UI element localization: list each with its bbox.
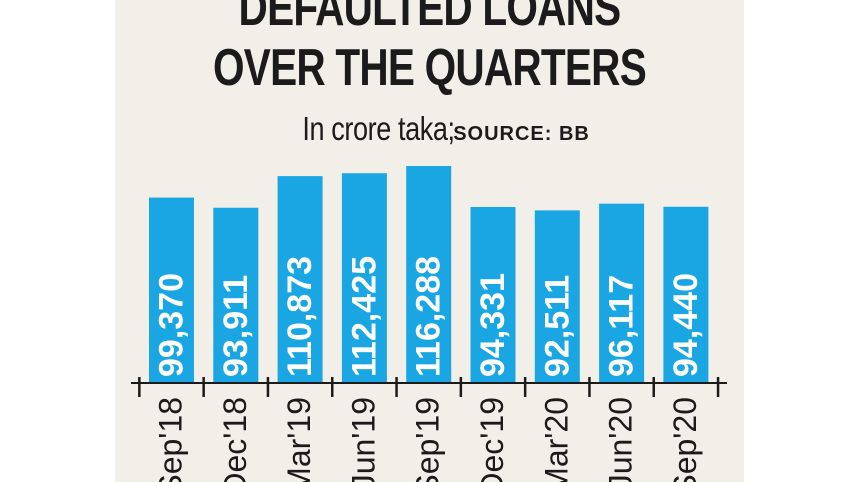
bar-value-label: 93,911	[217, 275, 255, 377]
bar-value-label: 94,440	[667, 273, 705, 377]
x-tick-label: Mar'20	[538, 397, 574, 482]
chart-subtitle: In crore taka;	[302, 110, 456, 147]
bar-value-label: 110,873	[281, 256, 319, 377]
bar-8	[599, 203, 645, 383]
bar-4	[341, 173, 387, 383]
bar-value-label: 112,425	[345, 256, 383, 377]
x-tick-label: Sep'19	[410, 397, 446, 482]
x-tick-label: Sep'20	[667, 397, 703, 482]
x-tick-label: Dec'18	[217, 397, 253, 482]
x-tick-label: Mar'19	[281, 397, 317, 482]
bar-3	[277, 176, 323, 383]
bar-1	[149, 197, 194, 383]
bar-2	[213, 207, 259, 383]
bar-9	[663, 206, 709, 383]
bar-chart: 99,370 Sep'18 93,911 Dec'18 110,873 Mar'19 112…	[131, 166, 727, 482]
chart-title: DEFAULTED LOANS OVER THE QUARTERS	[213, 0, 647, 97]
source-label: SOURCE: BB	[453, 123, 590, 145]
bar-value-label: 92,511	[538, 275, 576, 377]
bar-value-label: 99,370	[153, 273, 191, 377]
bar-value-label: 96,117	[603, 275, 641, 377]
subtitle-row: In crore taka; SOURCE: BB	[115, 110, 744, 148]
bar-value-label: 94,331	[474, 273, 512, 377]
bar-value-label: 116,288	[410, 256, 448, 377]
x-tick-label: Dec'19	[474, 397, 510, 482]
x-tick-label: Jun'20	[603, 397, 639, 482]
bar-5	[406, 166, 452, 383]
bar-7	[534, 210, 580, 383]
x-tick-label: Jun'19	[345, 397, 381, 482]
bar-6	[470, 206, 516, 383]
chart-panel: DEFAULTED LOANS OVER THE QUARTERS In cro…	[115, 0, 744, 482]
x-tick-label: Sep'18	[153, 397, 189, 482]
